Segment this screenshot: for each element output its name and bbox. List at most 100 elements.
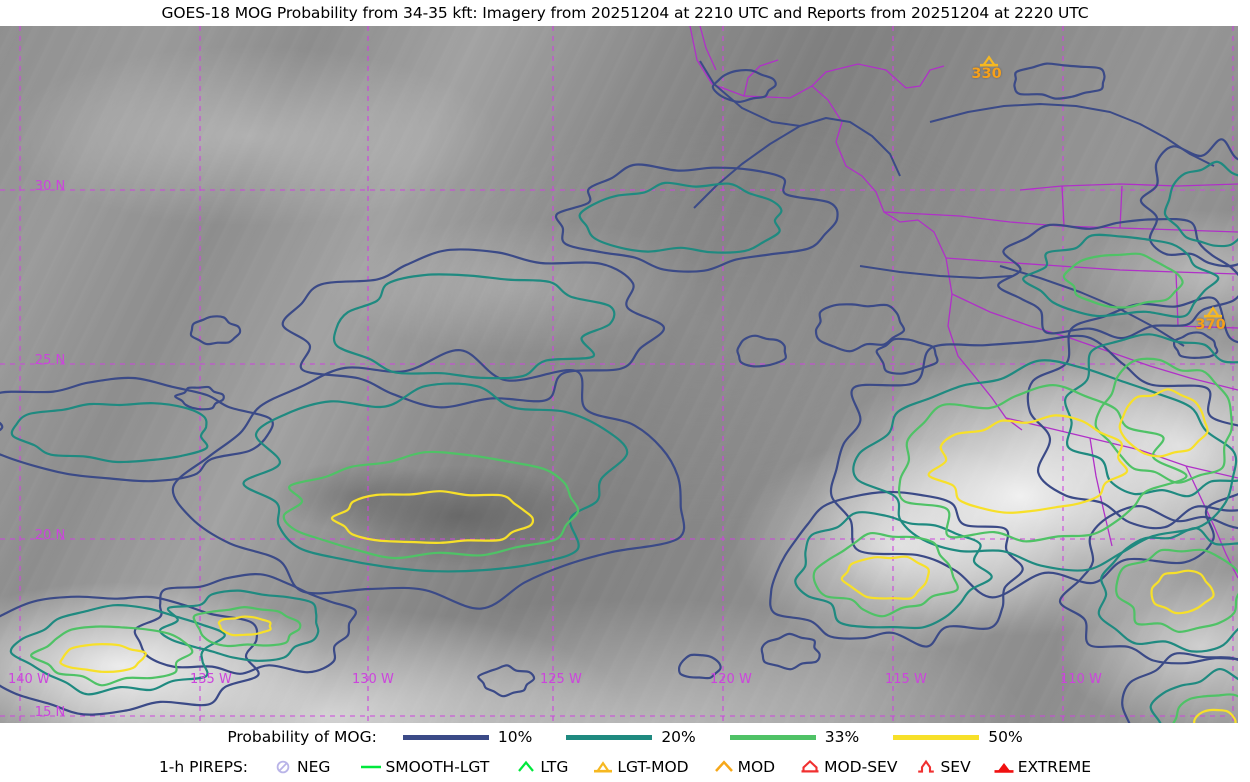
pirep-marker-330[interactable]: 330: [971, 52, 1002, 82]
border-path-9: [951, 293, 1238, 391]
contour-10-5: [769, 490, 1024, 648]
pirep-smooth-lgt-label: SMOOTH-LGT: [385, 757, 490, 776]
coastline-0: [699, 60, 901, 177]
border-path-5: [1119, 185, 1123, 229]
contour-50-8: [1150, 569, 1215, 615]
pirep-marker-370[interactable]: 370: [1195, 303, 1226, 333]
contour-10-10: [1139, 138, 1238, 268]
border-path-1: [811, 63, 945, 89]
contour-10-1: [281, 248, 665, 409]
legend-pirep-extreme[interactable]: EXTREME: [993, 758, 1091, 776]
probability-legend-label: Probability of MOG:: [227, 728, 377, 746]
lgt-mod-flat-triangle-icon: [592, 758, 614, 776]
contour-33-0: [282, 450, 580, 560]
ir-cloud-streaks: [0, 26, 1238, 723]
contour-10-15: [875, 337, 939, 375]
legend-prob-20[interactable]: 20%: [566, 728, 696, 746]
contour-20-5: [794, 511, 993, 630]
lon-label-6: 110 W: [1060, 672, 1102, 687]
mod-sev-house-icon: [799, 758, 821, 776]
contour-10-16: [189, 315, 242, 346]
prob-50-label: 50%: [988, 728, 1023, 746]
political-borders: [689, 26, 1238, 579]
neg-circle-slash-icon: [272, 758, 294, 776]
contour-10-4: [133, 572, 358, 675]
sev-caret-outline-icon: [915, 758, 937, 776]
map-vector-overlay: 30 N 25 N 20 N 15 N 140 W 135 W 130 W 125 W 120 …: [0, 26, 1238, 723]
legend-pirep-lgt-mod[interactable]: LGT-MOD: [592, 758, 689, 776]
prob-33-swatch: [729, 734, 816, 740]
contour-33-11: [1172, 693, 1238, 723]
prob-50-swatch: [893, 734, 980, 740]
lon-label-3: 125 W: [540, 672, 582, 687]
contour-20-1: [332, 273, 616, 380]
pirep-legend-row: 1-h PIREPS: NEG SMOOTH-LGT LTG LGT-MOD MOD MO…: [0, 751, 1250, 782]
contour-10-11: [1121, 652, 1238, 723]
lon-label-0: 140 W: [8, 672, 50, 687]
legend-pirep-mod-sev[interactable]: MOD-SEV: [799, 758, 897, 776]
contour-20-8: [1097, 527, 1238, 653]
contour-20-9: [1022, 233, 1220, 318]
legend-prob-50[interactable]: 50%: [893, 728, 1023, 746]
legend-pirep-sev[interactable]: SEV: [915, 757, 971, 776]
lgt-mod-flat-triangle-icon: [978, 55, 1000, 74]
contour-10-9: [997, 217, 1238, 340]
border-path-8: [1005, 417, 1238, 479]
satellite-imagery-layer: [0, 26, 1238, 723]
ir-dark-core: [0, 26, 1238, 723]
lon-label-4: 120 W: [710, 672, 752, 687]
pirep-sev-label: SEV: [940, 757, 971, 776]
coastline-1: [929, 103, 1215, 167]
contour-20-11: [1149, 668, 1238, 723]
contour-10-23: [1013, 62, 1106, 100]
lon-label-1: 135 W: [190, 672, 232, 687]
contour-10-13: [814, 303, 906, 353]
pirep-mod-sev-label: MOD-SEV: [824, 757, 898, 776]
legend-prob-33[interactable]: 33%: [729, 728, 860, 746]
contour-33-9: [1062, 252, 1184, 309]
extreme-filled-triangle-icon: [993, 758, 1015, 776]
border-path-13: [1185, 465, 1238, 579]
pirep-legend-label: 1-h PIREPS:: [158, 757, 249, 776]
lgt-mod-flat-triangle-icon: [1202, 306, 1224, 325]
pirep-flight-level-330: 330: [971, 66, 1002, 82]
legend-prob-10[interactable]: 10%: [402, 728, 532, 746]
contour-20-2: [10, 402, 209, 464]
pirep-flight-level-370: 370: [1195, 317, 1226, 333]
prob-20-label: 20%: [661, 728, 696, 746]
contour-33-7: [1094, 357, 1233, 484]
legend-pirep-ltg[interactable]: LTG: [515, 758, 568, 776]
contour-10-17: [174, 385, 225, 411]
border-path-6: [945, 257, 1238, 275]
contour-33-3: [30, 625, 194, 687]
contour-50-7: [1118, 388, 1209, 458]
ir-cloud-base: [0, 26, 1238, 723]
ltg-caret-icon: [515, 758, 537, 776]
satellite-map[interactable]: 30 N 25 N 20 N 15 N 140 W 135 W 130 W 125 W 120 …: [0, 26, 1238, 723]
legend-pirep-smooth-lgt[interactable]: SMOOTH-LGT: [360, 758, 489, 776]
page-title: GOES-18 MOG Probability from 34-35 kft: …: [161, 4, 1089, 22]
contour-10-7: [1026, 296, 1238, 530]
pirep-neg-label: NEG: [297, 757, 331, 776]
contour-10-22: [711, 69, 777, 103]
contour-20-6: [852, 359, 1238, 572]
coastline-3: [999, 265, 1185, 347]
coastline-layer: [693, 60, 1215, 347]
contour-10-21: [1172, 331, 1219, 359]
contour-10-18: [477, 664, 536, 698]
graticule-labels: 30 N 25 N 20 N 15 N 140 W 135 W 130 W 125 W 120 …: [8, 179, 1102, 720]
contour-20-layer: [9, 160, 1238, 723]
contour-50-layer: [59, 388, 1237, 723]
legend-pirep-neg[interactable]: NEG: [272, 758, 330, 776]
contour-20-12: [578, 181, 783, 254]
legend-pirep-mod[interactable]: MOD: [713, 758, 775, 776]
contour-10-3: [0, 595, 260, 716]
lat-label-2: 20 N: [35, 528, 65, 543]
coastline-4: [859, 265, 1013, 279]
border-path-0: [689, 26, 1023, 431]
prob-10-swatch: [402, 734, 489, 740]
prob-33-label: 33%: [824, 728, 860, 746]
pirep-extreme-label: EXTREME: [1017, 757, 1092, 776]
contour-33-5: [812, 531, 959, 618]
contour-50-0: [330, 490, 535, 544]
